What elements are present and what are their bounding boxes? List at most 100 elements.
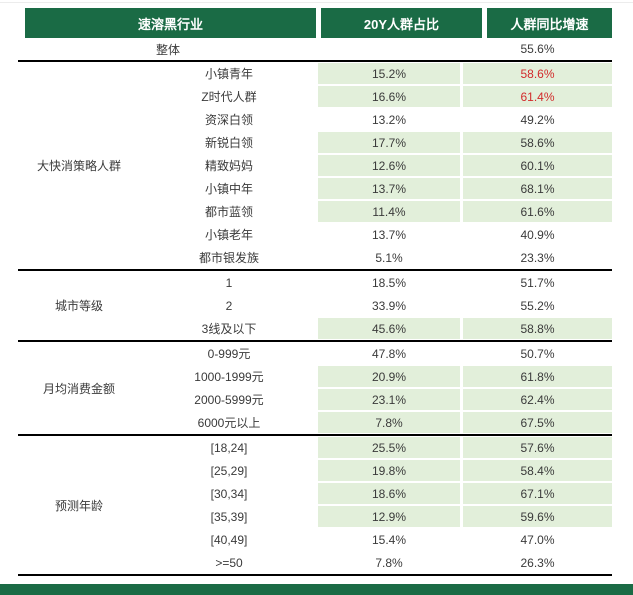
row-label: 资深白领 [204, 113, 253, 127]
table-row: [40,49] 15.4% 47.0% [140, 528, 612, 551]
growth-cell: 58.8% [463, 317, 612, 340]
table-row: 小镇老年 13.7% 40.9% [140, 223, 612, 246]
growth-value: 61.8% [463, 366, 612, 387]
share-cell: 7.8% [318, 551, 460, 574]
share-cell: 13.7% [318, 223, 460, 246]
row-label: 0-999元 [207, 347, 251, 361]
growth-value: 50.7% [520, 346, 555, 361]
group-label: 预测年龄 [54, 498, 103, 513]
table-section: 城市等级 1 18.5% 51.7% 2 33.9% 55.2% 3线及以下 45.6% 58.8… [18, 271, 612, 342]
table-row: [18,24] 25.5% 57.6% [140, 436, 612, 459]
row-label: [35,39] [210, 509, 248, 524]
table-row: 小镇中年 13.7% 68.1% [140, 177, 612, 200]
audience-table: 速溶黑行业 20Y人群占比 人群同比增速 整体 55.6% 大快消策略人群 小镇青… [18, 8, 612, 576]
share-value: 13.7% [371, 227, 407, 242]
table-row: [25,29] 19.8% 58.4% [140, 459, 612, 482]
share-cell: 7.8% [318, 411, 460, 434]
table-body: 大快消策略人群 小镇青年 15.2% 58.6% Z时代人群 16.6% 61.4% 资深白领… [18, 62, 612, 576]
share-value: 11.4% [318, 201, 460, 222]
share-cell: 11.4% [318, 200, 460, 223]
overall-share-cell [318, 38, 460, 60]
table-row: Z时代人群 16.6% 61.4% [140, 85, 612, 108]
growth-value: 58.8% [463, 318, 612, 339]
share-cell: 12.6% [318, 154, 460, 177]
share-cell: 15.2% [318, 62, 460, 85]
row-label: 6000元以上 [197, 416, 261, 430]
share-value: 12.9% [318, 506, 460, 527]
table-row: 2000-5999元 23.1% 62.4% [140, 388, 612, 411]
share-cell: 13.2% [318, 108, 460, 131]
share-cell: 18.5% [318, 271, 460, 294]
table-row: 1 18.5% 51.7% [140, 271, 612, 294]
table-row: 小镇青年 15.2% 58.6% [140, 62, 612, 85]
growth-value: 67.1% [463, 483, 612, 504]
share-cell: 16.6% [318, 85, 460, 108]
growth-value: 62.4% [463, 389, 612, 410]
growth-value: 58.6% [463, 132, 612, 153]
group-label: 城市等级 [54, 299, 103, 313]
growth-value: 55.2% [520, 298, 555, 313]
growth-value: 58.4% [463, 460, 612, 481]
growth-cell: 62.4% [463, 388, 612, 411]
growth-cell: 55.2% [463, 294, 612, 317]
table-row: 0-999元 47.8% 50.7% [140, 342, 612, 365]
growth-cell: 67.1% [463, 482, 612, 505]
share-value: 7.8% [318, 412, 460, 433]
growth-cell: 47.0% [463, 528, 612, 551]
growth-cell: 57.6% [463, 436, 612, 459]
growth-value: 61.6% [463, 201, 612, 222]
table-row: 新锐白领 17.7% 58.6% [140, 131, 612, 154]
share-cell: 12.9% [318, 505, 460, 528]
row-label: 都市银发族 [198, 251, 259, 265]
row-label: 2 [225, 298, 233, 313]
row-label: 小镇青年 [204, 67, 253, 81]
share-value: 18.6% [318, 483, 460, 504]
growth-value: 68.1% [463, 178, 612, 199]
table-row: 精致妈妈 12.6% 60.1% [140, 154, 612, 177]
share-value: 5.1% [375, 250, 403, 265]
growth-cell: 60.1% [463, 154, 612, 177]
growth-cell: 61.6% [463, 200, 612, 223]
row-label: 1 [225, 275, 233, 290]
growth-cell: 23.3% [463, 246, 612, 269]
growth-value: 26.3% [520, 555, 555, 570]
growth-cell: 67.5% [463, 411, 612, 434]
row-label: >=50 [215, 555, 243, 570]
growth-value: 61.4% [463, 86, 612, 107]
growth-value: 59.6% [463, 506, 612, 527]
share-cell: 47.8% [318, 342, 460, 365]
overall-growth-value: 55.6% [520, 42, 555, 56]
growth-cell: 58.6% [463, 131, 612, 154]
share-value: 15.4% [371, 532, 407, 547]
section-rows: 1 18.5% 51.7% 2 33.9% 55.2% 3线及以下 45.6% 58.8% [140, 271, 612, 340]
growth-value: 49.2% [520, 112, 555, 127]
header-growth: 人群同比增速 [487, 8, 612, 38]
table-section: 预测年龄 [18,24] 25.5% 57.6% [25,29] 19.8% 58.4% [3… [18, 436, 612, 576]
overall-row: 整体 55.6% [18, 38, 612, 62]
share-cell: 19.8% [318, 459, 460, 482]
growth-value: 40.9% [520, 227, 555, 242]
share-value: 23.1% [318, 389, 460, 410]
share-cell: 5.1% [318, 246, 460, 269]
table-row: >=50 7.8% 26.3% [140, 551, 612, 574]
growth-cell: 26.3% [463, 551, 612, 574]
table-row: 3线及以下 45.6% 58.8% [140, 317, 612, 340]
top-divider [0, 2, 633, 3]
row-label: 小镇中年 [204, 182, 253, 196]
share-value: 33.9% [371, 298, 407, 313]
row-label: 精致妈妈 [204, 159, 253, 173]
growth-cell: 50.7% [463, 342, 612, 365]
row-label: 新锐白领 [204, 136, 253, 150]
growth-value: 60.1% [463, 155, 612, 176]
growth-cell: 49.2% [463, 108, 612, 131]
group-label: 大快消策略人群 [36, 159, 121, 173]
section-rows: 0-999元 47.8% 50.7% 1000-1999元 20.9% 61.8% 2000… [140, 342, 612, 434]
growth-value: 23.3% [520, 250, 555, 265]
growth-cell: 59.6% [463, 505, 612, 528]
growth-cell: 58.4% [463, 459, 612, 482]
share-value: 7.8% [375, 555, 403, 570]
growth-value: 51.7% [520, 275, 555, 290]
row-label: 2000-5999元 [194, 393, 264, 407]
table-row: [35,39] 12.9% 59.6% [140, 505, 612, 528]
row-label: [25,29] [210, 463, 248, 478]
